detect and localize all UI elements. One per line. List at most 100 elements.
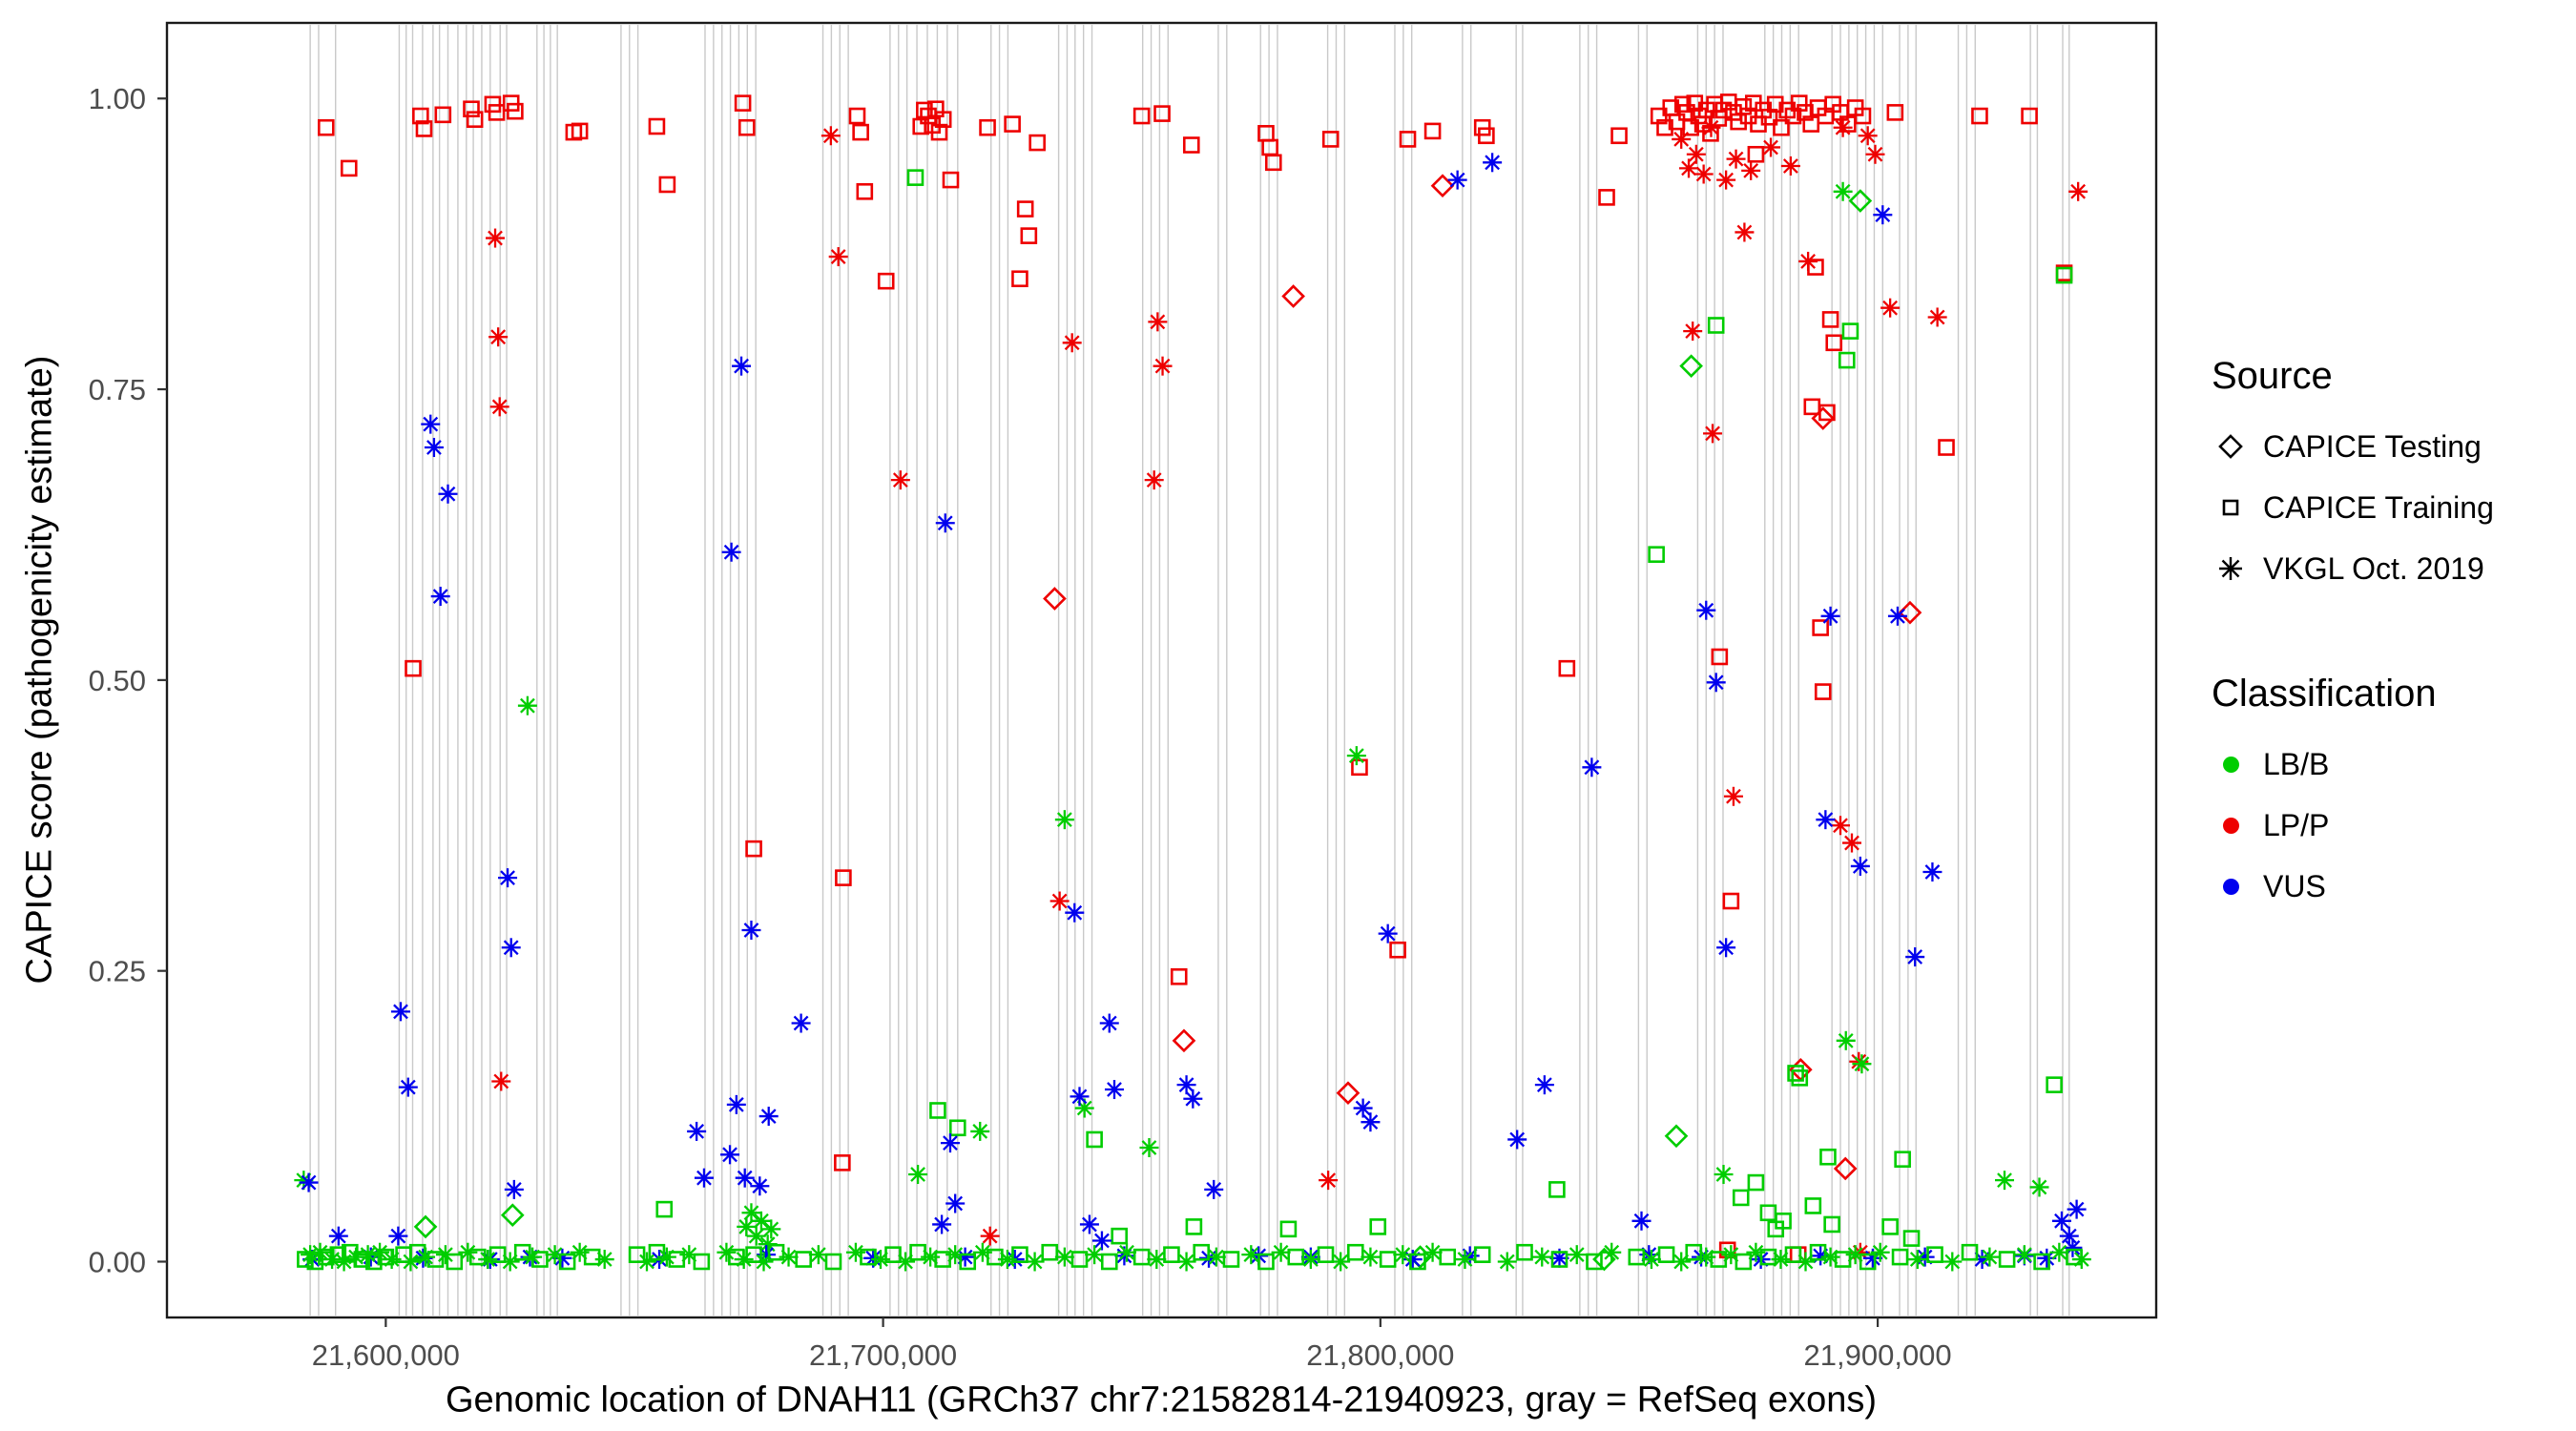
- point-square: [466, 111, 484, 128]
- point-square: [1548, 1181, 1566, 1198]
- exon-lines: [309, 25, 2070, 1316]
- point-asterisk: [1672, 1252, 1692, 1272]
- point-asterisk: [2067, 1199, 2087, 1219]
- point-asterisk: [1721, 1245, 1741, 1265]
- x-tick-label: 21,700,000: [809, 1338, 957, 1372]
- point-asterisk: [328, 1226, 348, 1246]
- point-square: [2033, 1253, 2050, 1271]
- point-asterisk: [1567, 1245, 1587, 1265]
- point-asterisk: [1099, 1013, 1119, 1033]
- point-square: [1747, 1173, 1765, 1192]
- point-asterisk: [1483, 153, 1503, 173]
- point-asterisk: [761, 1219, 781, 1239]
- point-square: [1938, 439, 1955, 456]
- point-diamond: [1430, 174, 1455, 198]
- point-square: [1610, 127, 1628, 145]
- point-square: [353, 1251, 371, 1268]
- point-asterisk: [970, 1121, 990, 1141]
- point-square: [959, 1253, 977, 1271]
- point-square: [306, 1253, 324, 1271]
- point-square: [745, 840, 762, 858]
- point-square: [1804, 1197, 1822, 1214]
- legend-label-vus: VUS: [2263, 868, 2326, 903]
- point-square: [1261, 138, 1278, 156]
- point-asterisk: [1346, 746, 1366, 766]
- legend-item-capice-testing: CAPICE Testing: [2212, 426, 2576, 467]
- point-asterisk: [754, 1252, 774, 1272]
- point-asterisk: [1534, 1075, 1554, 1095]
- point-asterisk: [1741, 160, 1761, 180]
- point-square: [1379, 1251, 1397, 1268]
- point-square: [1825, 334, 1843, 352]
- point-square: [1759, 1248, 1777, 1266]
- point-square: [655, 1200, 674, 1218]
- point-square: [446, 1253, 464, 1271]
- point-square: [1222, 1251, 1240, 1268]
- point-square: [1182, 136, 1200, 154]
- point-asterisk: [896, 1252, 916, 1272]
- point-square: [340, 159, 358, 177]
- point-square: [1389, 941, 1406, 959]
- point-asterisk: [1176, 1252, 1196, 1272]
- point-asterisk: [1907, 1250, 1927, 1270]
- point-asterisk: [1865, 144, 1885, 164]
- point-square: [1020, 227, 1038, 244]
- point-asterisk: [388, 1226, 408, 1246]
- x-axis-title: Genomic location of DNAH11 (GRCh37 chr7:…: [445, 1379, 1878, 1421]
- point-asterisk: [1858, 126, 1878, 146]
- point-asterisk: [1079, 1214, 1099, 1234]
- point-asterisk: [720, 1145, 740, 1165]
- point-diamond: [1336, 1081, 1361, 1106]
- point-square: [1648, 546, 1665, 563]
- point-square: [929, 1102, 946, 1119]
- y-tick-label: 1.00: [89, 82, 146, 115]
- point-square: [1628, 1248, 1646, 1266]
- legend-spacer: [2212, 610, 2576, 673]
- point-asterisk: [1714, 1165, 1734, 1185]
- point-square: [434, 106, 452, 124]
- point-square: [317, 118, 335, 136]
- point-square: [1473, 1246, 1491, 1263]
- point-square: [2055, 266, 2073, 284]
- point-asterisk: [845, 1242, 865, 1262]
- point-square: [737, 118, 756, 136]
- point-asterisk: [732, 356, 752, 376]
- point-asterisk: [1833, 117, 1853, 137]
- point-asterisk: [458, 1242, 478, 1262]
- point-square: [1016, 200, 1034, 218]
- point-square: [648, 117, 666, 135]
- point-asterisk: [1353, 1098, 1373, 1118]
- point-asterisk: [1696, 600, 1716, 620]
- point-asterisk: [1816, 810, 1836, 830]
- point-asterisk: [828, 247, 848, 267]
- point-asterisk: [908, 1165, 928, 1185]
- point-asterisk: [1922, 862, 1942, 882]
- legend-source-title: Source: [2212, 355, 2333, 397]
- point-square: [1812, 619, 1829, 636]
- point-asterisk: [1942, 1252, 1963, 1272]
- point-asterisk: [517, 695, 537, 716]
- point-asterisk: [1139, 1137, 1159, 1157]
- point-square: [906, 169, 924, 186]
- point-square: [1891, 1248, 1909, 1266]
- point-square: [415, 120, 433, 137]
- point-asterisk: [1319, 1171, 1339, 1191]
- point-asterisk: [1147, 1250, 1167, 1270]
- y-tick-label: 0.50: [89, 664, 146, 697]
- point-square: [297, 1251, 314, 1268]
- point-square: [1193, 1243, 1210, 1261]
- point-asterisk: [421, 414, 441, 434]
- point-asterisk: [1887, 606, 1907, 626]
- point-asterisk: [1726, 149, 1746, 169]
- point-square: [1011, 1246, 1028, 1263]
- point-asterisk: [1361, 1247, 1381, 1267]
- point-asterisk: [1798, 251, 1818, 271]
- point-asterisk: [1117, 1242, 1137, 1262]
- point-square: [1346, 1243, 1364, 1261]
- point-asterisk: [1062, 333, 1082, 353]
- point-asterisk: [1104, 1080, 1124, 1100]
- point-asterisk: [1507, 1130, 1527, 1150]
- point-square: [365, 1253, 383, 1271]
- point-square: [1841, 322, 1859, 340]
- point-asterisk: [1393, 1245, 1413, 1265]
